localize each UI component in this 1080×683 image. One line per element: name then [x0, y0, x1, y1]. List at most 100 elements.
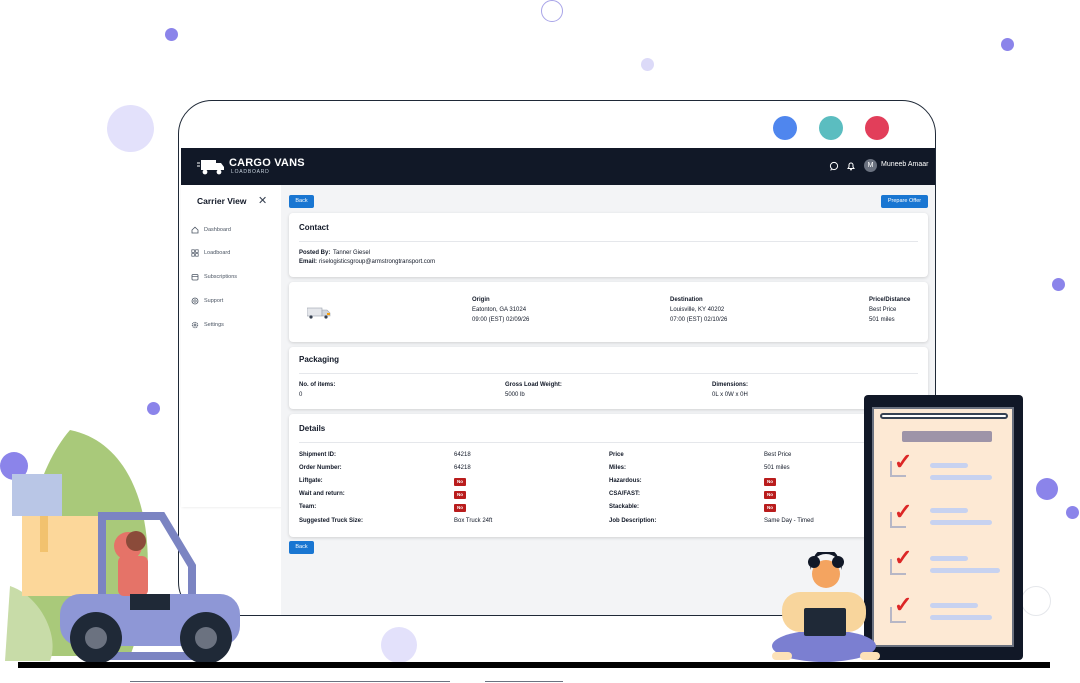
brand-title: CARGO VANS — [229, 157, 305, 169]
sidebar-title: Carrier View — [197, 196, 247, 206]
close-icon[interactable]: ✕ — [258, 195, 268, 207]
stackable-badge: No — [764, 504, 776, 512]
user-name[interactable]: Muneeb Amaar — [881, 161, 929, 168]
back-button[interactable]: Back — [289, 195, 314, 208]
sidebar-item-support[interactable]: Support — [191, 295, 223, 307]
hazardous-label: Hazardous: — [609, 478, 642, 484]
check-mark-icon: ✓ — [894, 449, 913, 474]
weight-label: Gross Load Weight: — [505, 382, 562, 388]
floor-line — [18, 662, 1050, 668]
route-card: Origin Eatonton, GA 31024 09:00 (EST) 02… — [289, 282, 928, 342]
shipment-id-value: 64218 — [454, 452, 471, 458]
decor-dot — [1066, 506, 1079, 519]
job-description-value: Same Day - Timed — [764, 518, 814, 524]
weight-value: 5000 lb — [505, 392, 525, 398]
main-content: Back Prepare Offer Contact Posted By: Ta… — [281, 185, 935, 615]
decor-dot — [541, 0, 563, 22]
camera-dot-teal — [819, 116, 843, 140]
sidebar-item-label: Dashboard — [204, 227, 231, 233]
divider — [299, 373, 918, 374]
divider — [299, 241, 918, 242]
chat-icon[interactable] — [829, 161, 839, 171]
avatar[interactable]: M — [864, 159, 877, 172]
app-header: CARGO VANS LOADBOARD M Muneeb Amaar — [181, 148, 935, 185]
truck-image-icon — [307, 307, 331, 319]
miles-value: 501 miles — [764, 465, 790, 471]
wait-return-label: Wait and return: — [299, 491, 345, 497]
calendar-icon — [191, 274, 199, 281]
decor-dot — [107, 105, 154, 152]
truck-size-value: Box Truck 24ft — [454, 518, 493, 524]
sidebar-item-settings[interactable]: Settings — [191, 319, 224, 331]
items-label: No. of items: — [299, 382, 336, 388]
check-mark-icon: ✓ — [894, 545, 913, 570]
check-mark-icon: ✓ — [894, 499, 913, 524]
back-button-bottom[interactable]: Back — [289, 541, 314, 554]
destination-label: Destination — [670, 297, 703, 303]
decor-dot — [381, 627, 417, 663]
truck-logo-icon[interactable] — [197, 158, 225, 175]
items-value: 0 — [299, 392, 303, 398]
sidebar-item-label: Support — [204, 298, 224, 304]
decor-dot — [641, 58, 654, 71]
order-number-label: Order Number: — [299, 465, 342, 471]
sidebar-item-loadboard[interactable]: Loadboard — [191, 247, 230, 259]
team-badge: No — [454, 504, 466, 512]
details-card: Details Shipment ID: 64218 Order Number:… — [289, 414, 928, 537]
details-title: Details — [299, 424, 326, 433]
wait-return-badge: No — [454, 491, 466, 499]
dimensions-value: 0L x 0W x 0H — [712, 392, 748, 398]
sidebar-item-label: Subscriptions — [204, 274, 238, 280]
packaging-card: Packaging No. of items: 0 Gross Load Wei… — [289, 347, 928, 409]
posted-by-label: Posted By: — [299, 250, 331, 256]
brand-subtitle: LOADBOARD — [231, 169, 270, 175]
contact-title: Contact — [299, 223, 329, 232]
check-mark-icon: ✓ — [894, 592, 913, 617]
device-frame: CARGO VANS LOADBOARD M Muneeb Amaar Carr… — [178, 100, 936, 616]
contact-card: Contact Posted By: Tanner Giesel Email: … — [289, 213, 928, 277]
destination-city: Louisville, KY 40202 — [670, 307, 725, 313]
csa-fast-label: CSA/FAST: — [609, 491, 641, 497]
forklift-illustration — [5, 430, 240, 664]
origin-city: Eatonton, GA 31024 — [472, 307, 527, 313]
sidebar-item-subscriptions[interactable]: Subscriptions — [191, 271, 237, 283]
packaging-title: Packaging — [299, 355, 340, 364]
grid-icon — [191, 249, 199, 257]
origin-label: Origin — [472, 297, 490, 303]
destination-time: 07:00 (EST) 02/10/26 — [670, 317, 728, 323]
decor-dot — [147, 402, 160, 415]
shipment-id-label: Shipment ID: — [299, 452, 336, 458]
distance-value: 501 miles — [869, 317, 895, 323]
decor-dot — [165, 28, 178, 41]
prepare-offer-button[interactable]: Prepare Offer — [881, 195, 928, 208]
checklist-board-illustration: ✓ ✓ ✓ ✓ — [864, 395, 1023, 660]
stackable-label: Stackable: — [609, 504, 640, 510]
dimensions-label: Dimensions: — [712, 382, 749, 388]
sidebar-item-dashboard[interactable]: Dashboard — [191, 224, 231, 236]
sidebar-item-label: Loadboard — [204, 250, 231, 256]
details-price-label: Price — [609, 452, 624, 458]
csa-fast-badge: No — [764, 491, 776, 499]
sidebar: Carrier View ✕ Dashboard Loadboard Subsc… — [181, 185, 281, 507]
email-label: Email: — [299, 259, 318, 265]
divider — [299, 442, 918, 443]
decor-dot — [1036, 478, 1058, 500]
decor-dot — [1021, 586, 1051, 616]
decor-dot — [1052, 278, 1065, 291]
bell-icon[interactable] — [846, 161, 856, 171]
price-distance-label: Price/Distance — [869, 297, 911, 303]
job-description-label: Job Description: — [609, 518, 657, 524]
price-value: Best Price — [869, 307, 897, 313]
order-number-value: 64218 — [454, 465, 471, 471]
origin-time: 09:00 (EST) 02/09/26 — [472, 317, 530, 323]
hazardous-badge: No — [764, 478, 776, 486]
decor-dot — [1001, 38, 1014, 51]
email-value[interactable]: riselogisticsgroup@armstrongtransport.co… — [319, 259, 436, 265]
posted-by-value: Tanner Giesel — [333, 250, 371, 256]
miles-label: Miles: — [609, 465, 627, 471]
gear-icon — [191, 321, 199, 329]
truck-size-label: Suggested Truck Size: — [299, 518, 364, 524]
liftgate-label: Liftgate: — [299, 478, 323, 484]
sidebar-item-label: Settings — [204, 322, 224, 328]
liftgate-badge: No — [454, 478, 466, 486]
